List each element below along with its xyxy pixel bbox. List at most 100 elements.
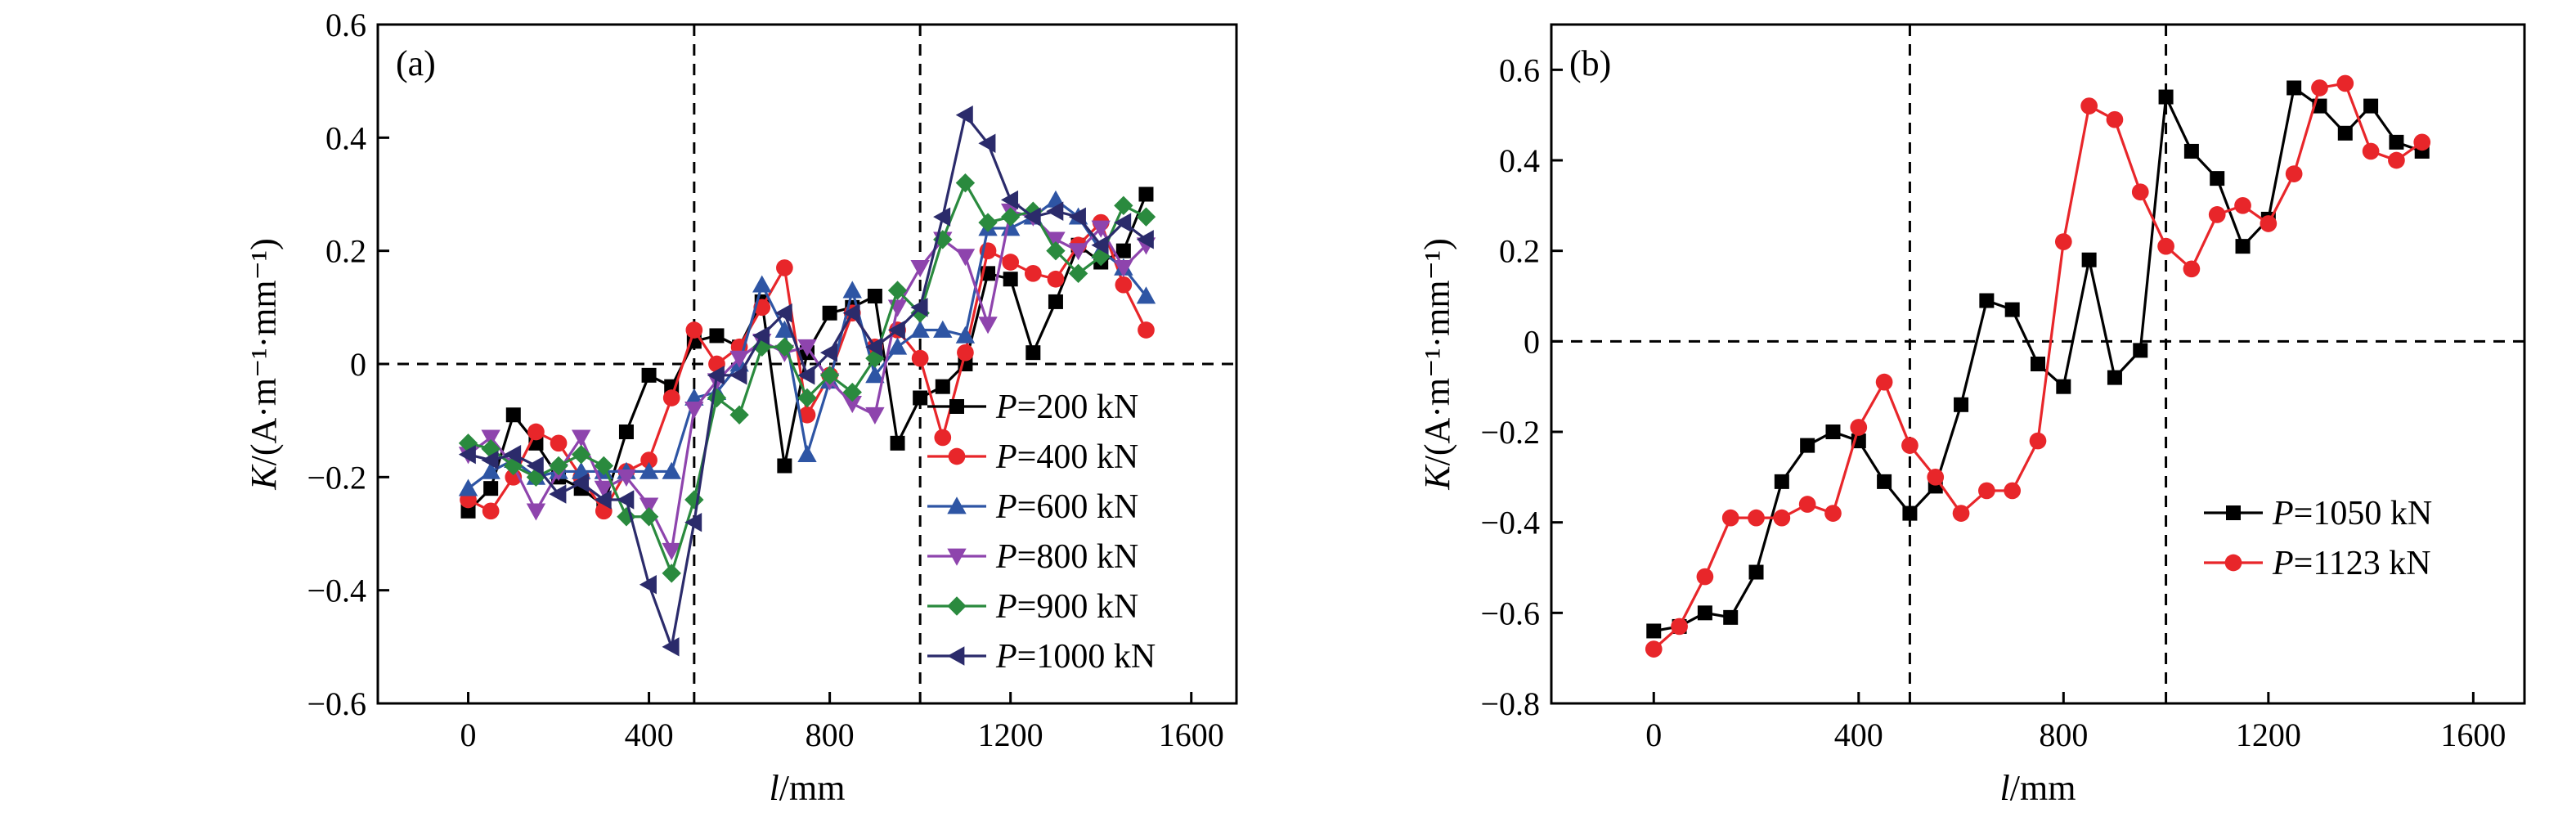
marker-circle [2080, 97, 2098, 115]
y-tick-label: 0.2 [325, 233, 366, 270]
marker-diamond [842, 382, 862, 402]
legend-label: P=400 kN [995, 438, 1138, 476]
marker-circle [1671, 618, 1688, 636]
marker-triangle-left [594, 490, 612, 510]
marker-circle [2336, 74, 2354, 92]
marker-square [1877, 474, 1892, 489]
marker-circle [2234, 196, 2251, 214]
marker-triangle-up [887, 337, 908, 355]
legend-label: P=600 kN [995, 488, 1138, 526]
marker-circle [2311, 79, 2328, 97]
marker-triangle-down [617, 469, 636, 487]
marker-square [935, 379, 950, 394]
marker-triangle-left [865, 337, 883, 357]
marker-diamond [707, 388, 727, 408]
marker-square [618, 424, 634, 439]
marker-triangle-up [947, 496, 967, 514]
marker-square [1697, 605, 1712, 621]
x-tick-label: 800 [806, 716, 855, 753]
marker-triangle-down [842, 396, 862, 414]
legend-entry: P=600 kN [927, 488, 1138, 526]
marker-square [1902, 505, 1918, 521]
marker-triangle-left [1046, 201, 1064, 221]
x-tick-label: 400 [1834, 716, 1883, 753]
marker-triangle-up [639, 461, 659, 479]
marker-circle [2208, 206, 2226, 223]
marker-triangle-left [458, 444, 476, 465]
marker-square [1048, 294, 1063, 309]
marker-square [1979, 293, 1995, 308]
marker-diamond [1068, 263, 1088, 284]
legend-entry: P=1123 kN [2204, 545, 2431, 582]
marker-circle [2388, 151, 2405, 169]
legend: P=1050 kN P=1123 kN [2204, 495, 2432, 582]
y-tick-label: −0.6 [307, 685, 366, 722]
marker-triangle-up [662, 461, 681, 479]
y-tick-label: −0.6 [1480, 595, 1540, 631]
legend-label: P=200 kN [995, 389, 1138, 426]
marker-square [505, 407, 521, 423]
marker-circle [2260, 215, 2278, 232]
marker-square [913, 390, 928, 406]
legend-entry: P=400 kN [927, 438, 1138, 476]
marker-circle [2183, 260, 2201, 278]
marker-triangle-up [1136, 286, 1156, 304]
marker-square [460, 503, 476, 519]
marker-triangle-up [933, 320, 953, 338]
panel-label: (b) [1569, 43, 1611, 83]
marker-circle [482, 502, 500, 520]
marker-triangle-left [955, 105, 973, 125]
marker-triangle-left [1068, 207, 1086, 227]
marker-circle [1748, 509, 1765, 527]
marker-square [2235, 239, 2251, 254]
y-tick-label: −0.4 [307, 573, 366, 609]
marker-triangle-up [481, 461, 500, 479]
plot-frame [1550, 23, 2526, 705]
marker-circle [957, 344, 974, 362]
marker-triangle-left [526, 456, 544, 476]
marker-square [709, 328, 725, 344]
x-tick-label: 800 [2039, 716, 2088, 753]
marker-triangle-up [865, 366, 885, 384]
marker-triangle-down [594, 480, 614, 498]
marker-triangle-left [887, 320, 905, 340]
marker-square [2081, 252, 2097, 267]
marker-square [2107, 370, 2122, 385]
marker-circle [1850, 419, 1868, 436]
legend-label: P=1000 kN [995, 638, 1156, 676]
marker-triangle-down [729, 350, 749, 368]
marker-circle [2054, 233, 2072, 250]
marker-triangle-up [752, 275, 772, 293]
series-1123-kN [1645, 74, 2431, 658]
marker-triangle-left [1114, 213, 1132, 232]
marker-triangle-left [752, 326, 770, 346]
marker-diamond [1136, 207, 1156, 227]
marker-circle [1002, 254, 1020, 271]
marker-square [2210, 171, 2225, 186]
marker-circle [776, 259, 793, 276]
marker-circle [2362, 142, 2380, 160]
y-tick-label: −0.2 [1480, 414, 1540, 451]
marker-triangle-up [458, 478, 478, 496]
marker-circle [550, 434, 568, 452]
marker-diamond [639, 507, 659, 527]
marker-diamond [819, 366, 840, 385]
marker-circle [911, 349, 929, 367]
marker-triangle-down [526, 503, 546, 521]
legend-label: P=1050 kN [2272, 495, 2432, 532]
marker-circle [1721, 509, 1739, 527]
marker-circle [1824, 505, 1842, 522]
marker-triangle-left [1091, 236, 1109, 255]
x-tick-label: 0 [460, 716, 477, 753]
legend-entry: P=1050 kN [2204, 495, 2432, 532]
marker-triangle-left [842, 303, 860, 323]
marker-triangle-down [1091, 220, 1111, 238]
chart-panel-a: 0 400 800 1200 1600 −0.6 −0.4 −0.2 0 0.2 0.4 0.6 (a)… [244, 7, 1238, 808]
marker-circle [2285, 165, 2303, 182]
legend-entry: P=800 kN [927, 538, 1138, 576]
x-tick-label: 400 [625, 716, 674, 753]
marker-square [1800, 438, 1815, 453]
marker-square [1748, 564, 1764, 580]
marker-circle [2131, 183, 2149, 201]
